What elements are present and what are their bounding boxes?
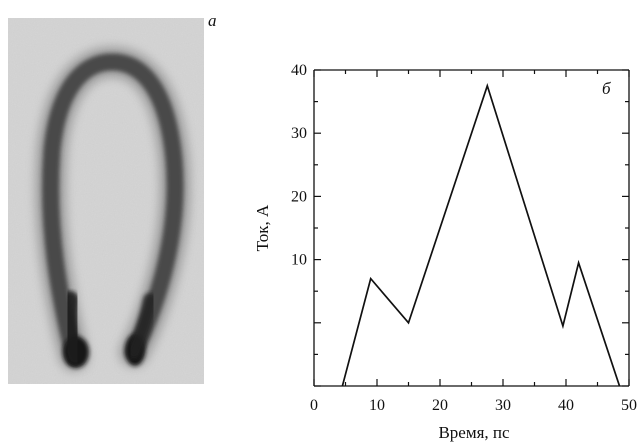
y-axis-tick-labels: 10 20 30 40 [291, 62, 307, 269]
x-axis-ticks [313, 70, 630, 386]
y-axis-ticks [314, 69, 629, 387]
panel-b-chart: 0 10 20 30 40 50 10 20 30 40 Время, пс Ток, А б [253, 62, 637, 442]
streak-right-lower [127, 293, 157, 359]
streak-left-lower [60, 291, 85, 365]
plot-frame [313, 69, 630, 387]
x-tick-label: 50 [621, 397, 637, 414]
x-tick-label: 40 [558, 397, 574, 414]
panel-b-letter: б [602, 79, 611, 98]
current-series-line [341, 83, 621, 387]
x-axis-label: Время, пс [438, 423, 510, 442]
x-tick-label: 0 [310, 397, 318, 414]
series-group [341, 83, 621, 387]
y-tick-label: 30 [291, 125, 307, 142]
x-tick-label: 10 [369, 397, 385, 414]
y-tick-label: 40 [291, 62, 307, 79]
x-axis-tick-labels: 0 10 20 30 40 50 [310, 397, 637, 414]
streak-loop-trace [42, 53, 184, 365]
y-tick-label: 10 [291, 252, 307, 269]
x-tick-label: 20 [432, 397, 448, 414]
y-tick-label: 20 [291, 188, 307, 205]
panel-a: а [8, 11, 217, 384]
panel-a-letter: а [208, 11, 217, 30]
y-axis-label: Ток, А [253, 204, 272, 251]
x-tick-label: 30 [495, 397, 511, 414]
